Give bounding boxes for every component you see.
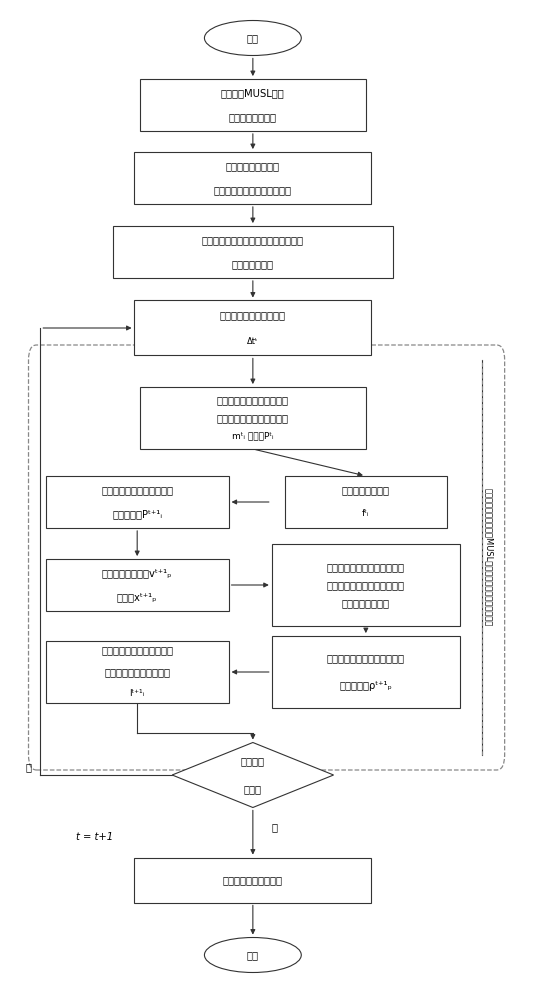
Ellipse shape [204, 20, 301, 55]
Text: 对冲击波流场进行离散化处理: 对冲击波流场进行离散化处理 [214, 185, 292, 195]
Text: Δtᵗ: Δtᵗ [247, 336, 259, 346]
FancyBboxPatch shape [134, 152, 371, 204]
Text: 改进传统MUSL格式: 改进传统MUSL格式 [221, 88, 285, 98]
Text: 给定冲击波流场的初始条件与边界条件: 给定冲击波流场的初始条件与边界条件 [202, 235, 304, 245]
Text: 更新物质点的速度vᵗ⁺¹ₚ: 更新物质点的速度vᵗ⁺¹ₚ [102, 568, 173, 578]
Text: 利用应变增量求出下一时刻物: 利用应变增量求出下一时刻物 [327, 653, 405, 663]
Ellipse shape [204, 938, 301, 972]
Text: 利用理想气体状态方程求解: 利用理想气体状态方程求解 [101, 645, 173, 655]
Polygon shape [172, 742, 334, 808]
FancyBboxPatch shape [134, 300, 371, 355]
Text: 下一时刻物质点的压力：: 下一时刻物质点的压力： [104, 667, 170, 677]
FancyBboxPatch shape [113, 226, 393, 278]
Text: 点上，得到网格节点的质量: 点上，得到网格节点的质量 [217, 413, 289, 423]
Text: 开始: 开始 [247, 33, 259, 43]
Text: 格节点动量Pᵗ⁺¹ᵢ: 格节点动量Pᵗ⁺¹ᵢ [112, 509, 162, 519]
Text: 建立冲击波流场模型: 建立冲击波流场模型 [226, 161, 280, 171]
FancyBboxPatch shape [46, 641, 229, 703]
Text: t = t+1: t = t+1 [75, 832, 113, 842]
Text: 网格节点上，得到修正后的网: 网格节点上，得到修正后的网 [327, 580, 405, 590]
Text: 将更新过的物质点参数映射到: 将更新过的物质点参数映射到 [327, 562, 405, 572]
FancyBboxPatch shape [140, 387, 366, 449]
FancyBboxPatch shape [134, 857, 371, 902]
Text: 中的动量修正步骤: 中的动量修正步骤 [229, 112, 277, 122]
FancyBboxPatch shape [272, 636, 460, 708]
Text: 设置计算总时长: 设置计算总时长 [232, 259, 274, 269]
FancyBboxPatch shape [46, 559, 229, 611]
Text: fᵗᵢ: fᵗᵢ [362, 510, 370, 518]
Text: 积分动量方程，得到新的网: 积分动量方程，得到新的网 [101, 485, 173, 495]
Text: 止时刻: 止时刻 [244, 784, 262, 794]
Text: 是: 是 [271, 822, 278, 832]
Text: 对流场进行可视化处理: 对流场进行可视化处理 [223, 875, 283, 885]
Text: 计算当前步的时间步长：: 计算当前步的时间步长： [220, 310, 286, 320]
Text: 否: 否 [25, 762, 32, 772]
Text: 格节点质量和动量: 格节点质量和动量 [342, 598, 390, 608]
Text: 计算网格节点力：: 计算网格节点力： [342, 485, 390, 495]
Text: 和位置xᵗ⁺¹ₚ: 和位置xᵗ⁺¹ₚ [117, 592, 158, 602]
FancyBboxPatch shape [140, 79, 366, 131]
Text: 计算至终: 计算至终 [241, 756, 265, 766]
Text: mᵗᵢ 和动量Pᵗᵢ: mᵗᵢ 和动量Pᵗᵢ [232, 432, 274, 440]
FancyBboxPatch shape [272, 544, 460, 626]
Text: 质点的密度ρᵗ⁺¹ₚ: 质点的密度ρᵗ⁺¹ₚ [339, 681, 392, 691]
FancyBboxPatch shape [285, 476, 447, 528]
FancyBboxPatch shape [46, 476, 229, 528]
Text: lᵗ⁺¹ᵢ: lᵗ⁺¹ᵢ [130, 690, 145, 698]
Text: 将物质点参数映射到网格节: 将物质点参数映射到网格节 [217, 395, 289, 405]
Text: 基于冲击波求解的改进MUSL格式物质点法求解冲击波流场: 基于冲击波求解的改进MUSL格式物质点法求解冲击波流场 [485, 488, 493, 627]
Text: 结束: 结束 [247, 950, 259, 960]
